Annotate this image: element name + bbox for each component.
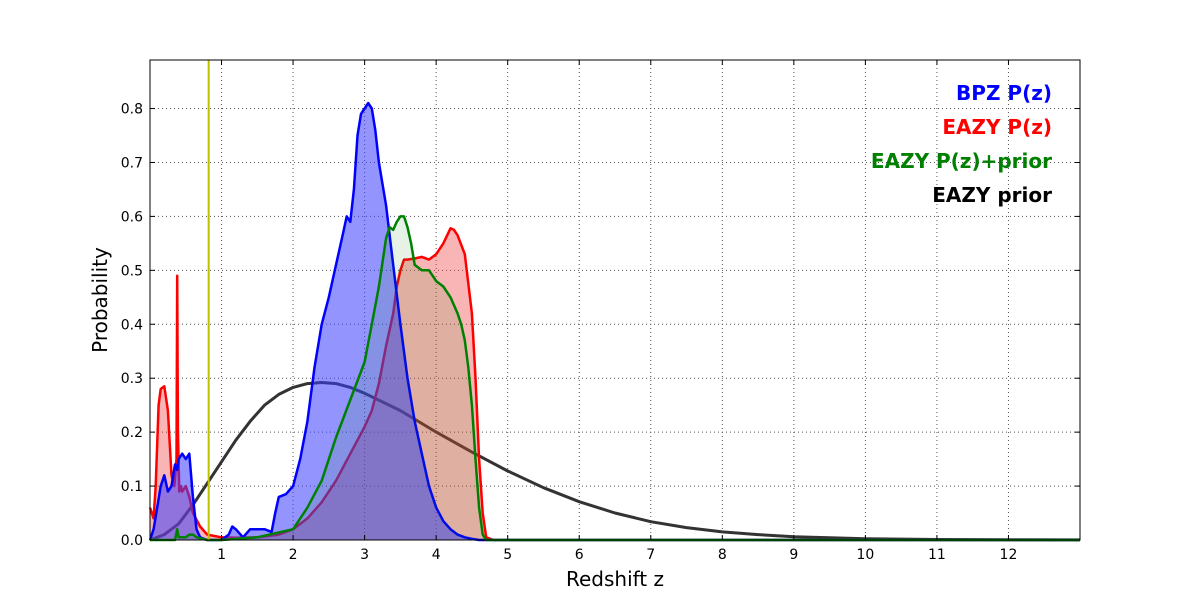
- series-line-bpz-p-z: [148, 101, 1080, 542]
- x-tick-label: 6: [575, 547, 584, 563]
- series-line-eazy-p-z-prior: [150, 215, 1080, 542]
- x-tick-label: 5: [503, 547, 512, 563]
- series-area-eazy-p-z-prior: [150, 216, 1080, 540]
- y-tick-label: 0.7: [121, 155, 143, 171]
- y-tick-label: 0.6: [121, 209, 143, 225]
- tick-labels: 1 2 3 4 5 6 7 8 9 10 11 120.00.10.20.30.40.50.60.70…: [121, 102, 1018, 563]
- y-tick-label: 0.2: [121, 425, 143, 441]
- x-axis-label: Redshift z: [566, 567, 664, 591]
- legend-entry-eazy-p-z-prior: EAZY P(z)+prior: [871, 149, 1052, 173]
- y-tick-label: 0.1: [121, 479, 143, 495]
- plot-background: [150, 60, 1080, 540]
- y-tick-label: 0.0: [121, 533, 143, 549]
- series-layer: [148, 101, 1081, 542]
- legend-entry-bpz-p-z: BPZ P(z): [956, 81, 1052, 105]
- x-tick-label: 12: [1000, 547, 1018, 563]
- y-tick-label: 0.4: [121, 317, 143, 333]
- x-tick-label: 3: [360, 547, 369, 563]
- x-tick-label: 9: [789, 547, 798, 563]
- grid: [150, 60, 1080, 540]
- x-tick-label: 1: [217, 547, 226, 563]
- x-tick-label: 11: [928, 547, 946, 563]
- y-tick-label: 0.3: [121, 371, 143, 387]
- y-tick-label: 0.8: [121, 102, 143, 118]
- legend-entry-eazy-p-z: EAZY P(z): [942, 115, 1052, 139]
- x-tick-label: 2: [289, 547, 298, 563]
- x-tick-label: 8: [718, 547, 727, 563]
- x-tick-label: 7: [646, 547, 655, 563]
- y-axis-label: Probability: [88, 247, 112, 353]
- ticks: [150, 60, 1080, 541]
- x-tick-label: 4: [432, 547, 441, 563]
- x-tick-label: 10: [856, 547, 874, 563]
- series-area-bpz-p-z: [150, 103, 1080, 540]
- plot-frame: [149, 59, 1081, 541]
- y-tick-label: 0.5: [121, 263, 143, 279]
- legend: BPZ P(z) EAZY P(z) EAZY P(z)+prior EAZY pri…: [871, 81, 1052, 207]
- legend-entry-eazy-prior: EAZY prior: [932, 183, 1052, 207]
